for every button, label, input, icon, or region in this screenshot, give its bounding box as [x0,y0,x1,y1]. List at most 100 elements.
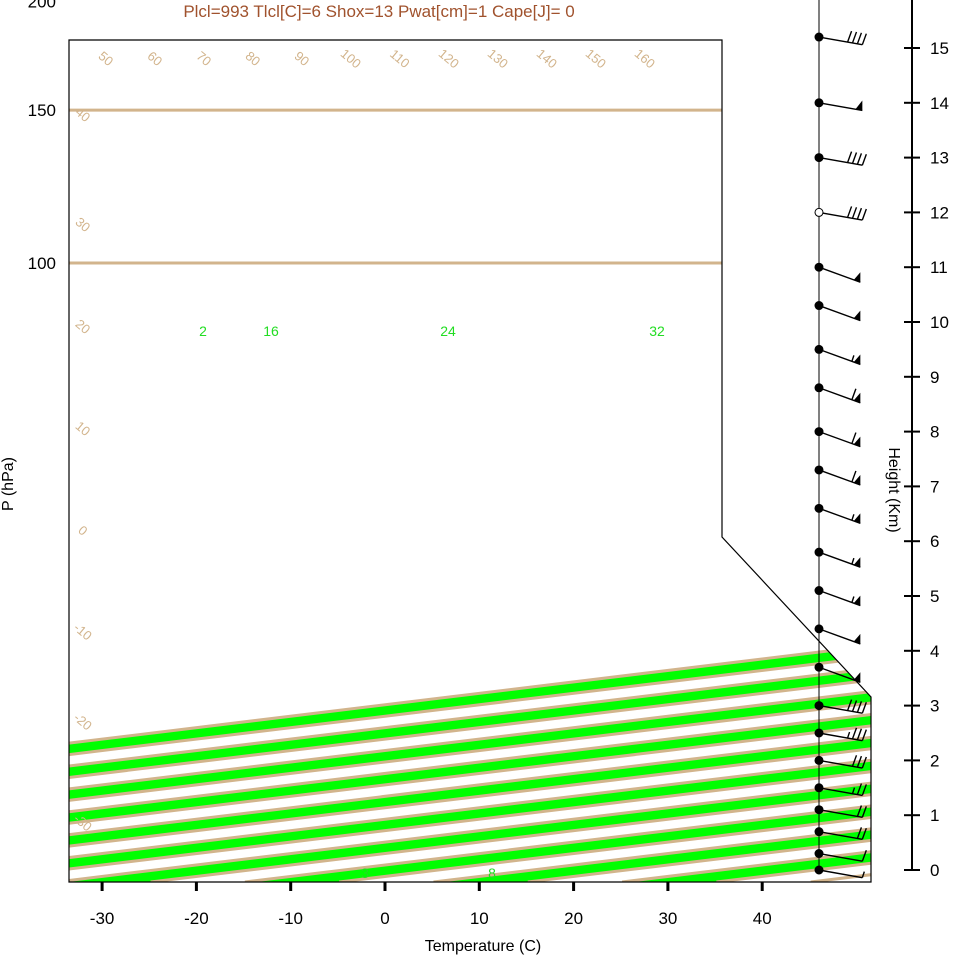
y-axis-title: P (hPa) [0,457,17,511]
temperature-axis: -30 -20 -10 0 10 20 30 40 [90,882,772,928]
chart-title: Plcl=993 Tlcl[C]=6 Shox=13 Pwat[cm]=1 Ca… [183,2,574,21]
wind-barb [814,344,861,366]
wind-barb [814,30,867,46]
isotherm-label: 30 [844,648,865,669]
isotherm-line [69,40,871,882]
isotherm-label: 0 [75,522,90,538]
pressure-tick-label: 150 [28,101,56,120]
isotherm-label: 10 [750,542,771,563]
height-tick-label: 3 [930,697,939,716]
mixing-ratio-label: 16 [263,323,279,339]
plot-frame [68,39,872,883]
x-tick-label: 10 [470,909,489,928]
wind-barb [814,151,867,166]
height-tick-label: 4 [930,642,939,661]
height-tick-label: 1 [930,806,939,825]
height-tick-label: 12 [930,203,949,222]
wind-barb [814,547,861,568]
isotherm-line [69,40,871,882]
height-tick-label: 7 [930,477,939,496]
wind-barb [814,783,867,797]
wind-barb [814,865,865,879]
isotherm-label: 20 [795,592,816,613]
isotherm-label: 60 [145,48,166,69]
isotherm-line [69,40,871,882]
wind-barb [814,849,867,862]
height-tick-label: 8 [930,423,939,442]
isotherm-label: 100 [338,46,364,71]
pressure-tick-label: 200 [28,0,56,12]
isotherm-label: 20 [73,316,94,337]
wind-barb [814,805,867,819]
x-tick-label: 40 [753,909,772,928]
x-axis-title: Temperature (C) [425,938,541,955]
height-tick-label: 13 [930,149,949,168]
wind-barb [814,624,861,645]
isotherm-label: 0 [726,458,741,474]
wind-barb [814,206,867,221]
isotherm-label: 90 [292,48,313,69]
wind-barb [814,827,867,840]
isotherm-label: 150 [583,46,609,71]
height-tick-label: 10 [930,313,949,332]
isotherm-label: 110 [387,46,413,71]
wind-barb [814,427,861,448]
isotherm-label: 50 [96,48,117,69]
isotherm-label: 10 [729,344,750,365]
isotherm-band [433,40,871,882]
height-tick-label: 5 [930,587,939,606]
height-axis-title: Height (Km) [885,447,902,532]
wind-barb [814,262,861,283]
wind-barb [814,383,861,404]
height-tick-label: 9 [930,368,939,387]
isotherm-bands [69,40,871,882]
wind-barb [814,301,861,322]
x-tick-label: 0 [380,909,389,928]
isotherm-label: 80 [243,48,264,69]
isotherm-label: 140 [534,46,560,71]
mixing-ratio-label: 2 [199,323,207,339]
isotherm-line [69,40,871,882]
plot-area: 50 60 70 80 90 100 110 120 130 140 150 160403020100… [69,40,871,882]
wind-barb [814,503,861,525]
mixing-ratio-label: 24 [440,323,456,339]
isotherm-line [69,40,871,882]
isotherm-label: 130 [485,46,511,71]
height-tick-label: 16 [930,0,949,3]
isotherm-line [69,40,871,882]
x-tick-label: 20 [564,909,583,928]
height-tick-label: 6 [930,532,939,551]
wind-barb [814,465,861,486]
isotherm-label: 70 [194,48,215,69]
isotherm-label: 30 [73,214,94,235]
x-tick-label: -30 [90,909,115,928]
isotherm-label: 160 [632,46,658,71]
wind-barb [814,727,867,742]
height-tick-label: 0 [930,861,939,880]
height-tick-label: 2 [930,751,939,770]
isotherm-line [69,40,871,882]
x-tick-label: -10 [278,909,303,928]
wind-barb [814,662,861,683]
isotherm-line [69,40,871,882]
isotherm-line [69,40,871,882]
mixing-ratio-label: 3 [361,865,369,881]
pressure-tick-label: 100 [28,254,56,273]
isotherm-label: 20 [727,234,748,255]
height-tick-label: 14 [930,94,949,113]
isotherm-label: -10 [71,620,95,644]
wind-barb [814,755,867,769]
isotherm-label: 120 [436,46,462,71]
height-tick-label: 11 [930,258,948,277]
wind-barb [814,699,867,714]
x-tick-label: 30 [658,909,677,928]
isotherm-line [433,40,871,882]
wind-barb [814,586,861,607]
isotherm-label: 30 [727,124,748,145]
pressure-axis: 1001502002503004005007008501000 [28,0,56,273]
isotherm-label: -20 [71,710,95,734]
isotherm-lines [69,40,871,882]
mixing-ratio-label: 32 [649,323,665,339]
wind-barb [814,98,863,112]
